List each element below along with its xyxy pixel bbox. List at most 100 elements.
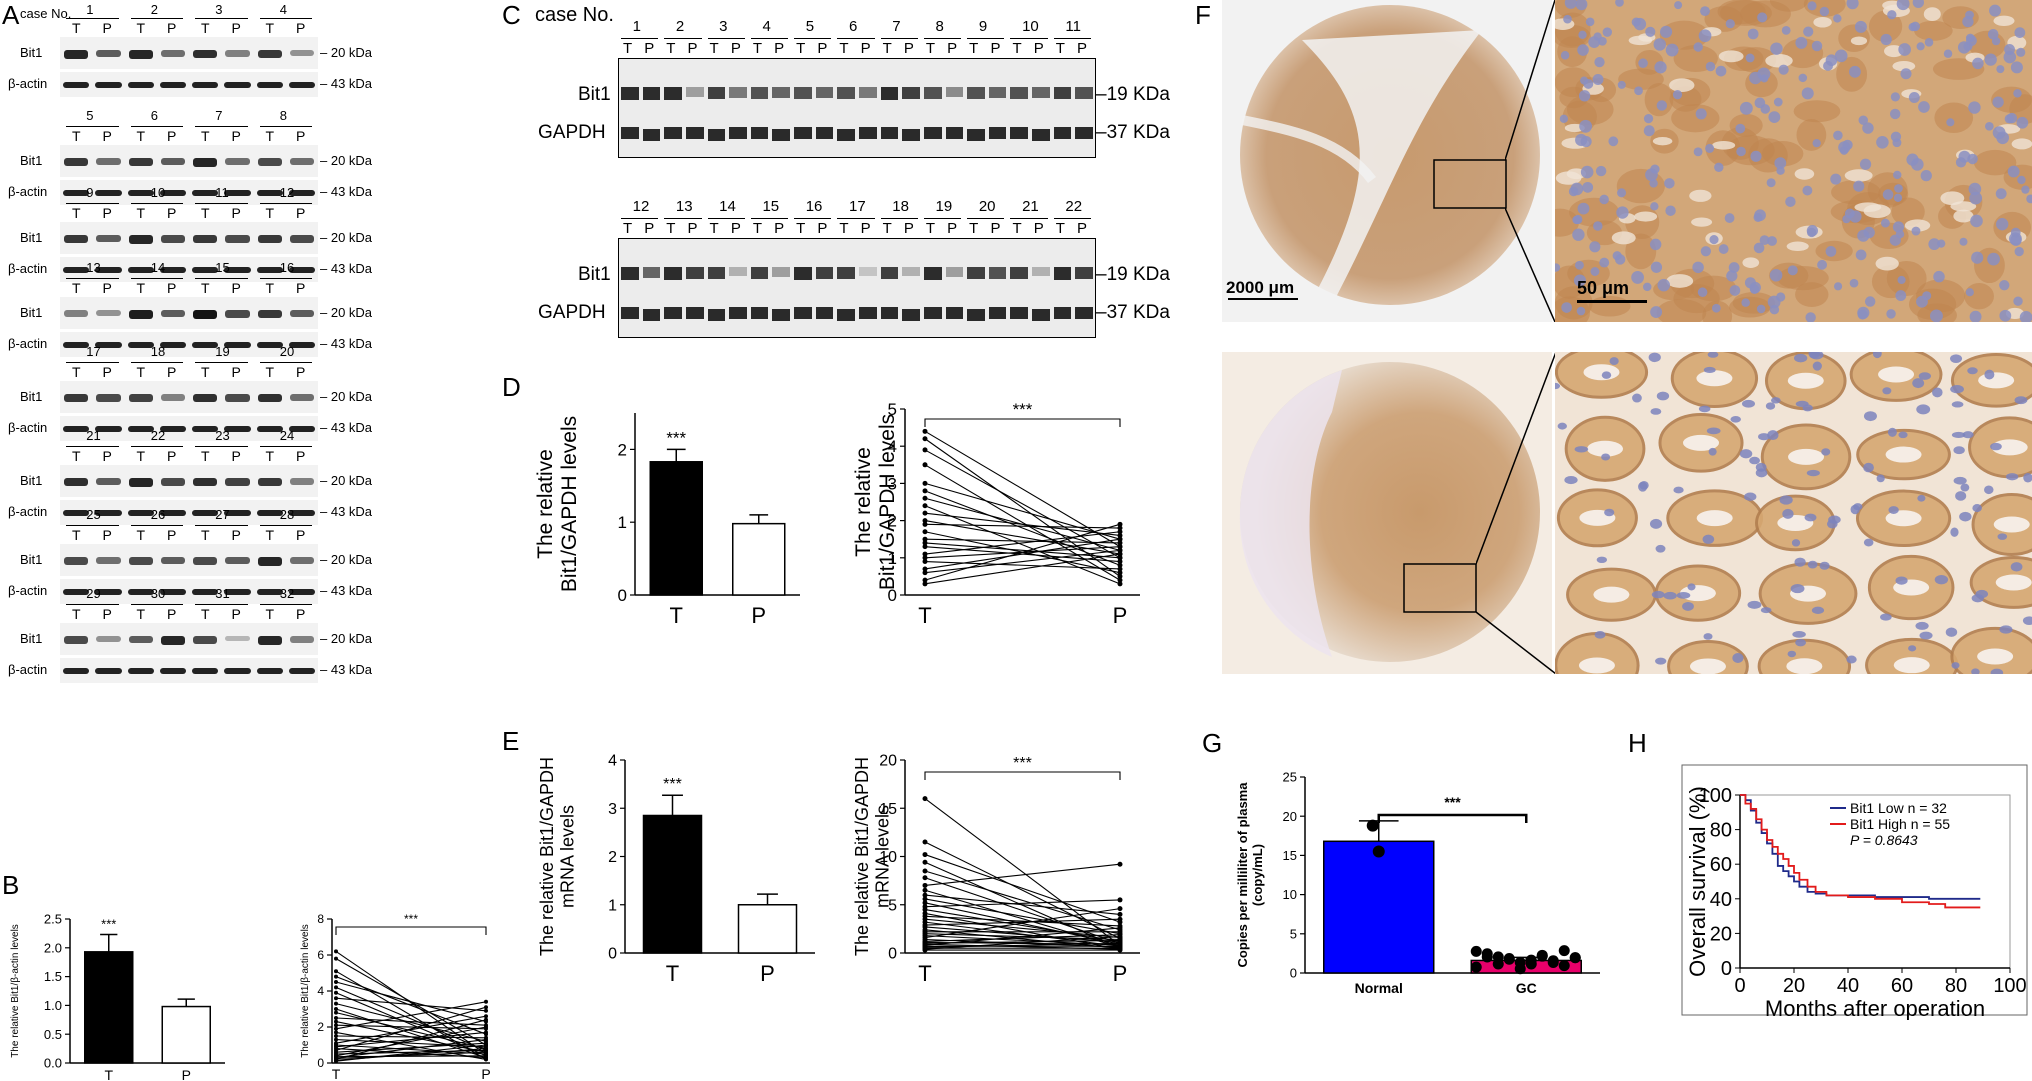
- bit1-band: [794, 267, 812, 280]
- panel-label-f: F: [1195, 0, 1211, 30]
- bit1-band: [128, 235, 153, 244]
- bit1-band: [96, 557, 121, 564]
- y-tick-label: 2: [317, 1020, 324, 1034]
- nucleus: [1999, 280, 2010, 291]
- nucleus: [1849, 65, 1861, 78]
- nucleus: [1769, 304, 1780, 315]
- bar: [1323, 840, 1435, 974]
- actin-band: [288, 81, 315, 88]
- y-tick-label: 0: [888, 946, 897, 963]
- bit1-band: [160, 478, 185, 486]
- actin-kda-label: – 43 kDa: [320, 420, 373, 435]
- nucleus: [1650, 306, 1663, 319]
- nucleus: [1577, 202, 1590, 215]
- point-p: [1117, 547, 1123, 553]
- gc-point: [1569, 952, 1581, 964]
- pair-line: [924, 553, 1121, 585]
- y-tick-label: 4: [317, 984, 324, 998]
- lane-label-p: P: [947, 40, 958, 57]
- nucleus: [1880, 218, 1890, 228]
- gapdh-band: [837, 129, 855, 141]
- stroma: [1875, 256, 1899, 271]
- gland-lumen: [1995, 574, 2032, 591]
- cell-cluster: [1625, 233, 1657, 270]
- bit1-kda-label: – 20 kDa: [320, 45, 373, 60]
- bar: [642, 814, 703, 954]
- nucleus: [1819, 6, 1830, 17]
- gapdh-band: [815, 307, 834, 319]
- gapdh-band: [664, 127, 682, 139]
- point-t: [334, 1023, 338, 1028]
- point-p: [1117, 861, 1123, 867]
- bit1-band: [902, 267, 920, 276]
- case-underline: [1053, 218, 1091, 219]
- lane-label-p: P: [296, 20, 306, 36]
- y-tick-label: 2: [888, 512, 897, 531]
- bit1-band: [664, 87, 682, 100]
- nucleus: [1575, 260, 1584, 270]
- actin-kda-label: – 43 kDa: [320, 336, 373, 351]
- gapdh-row-label: GAPDH: [538, 122, 606, 143]
- actin-kda-label: – 43 kDa: [320, 662, 373, 677]
- point-p: [484, 1030, 488, 1035]
- nucleus: [1990, 668, 2004, 674]
- actin-band: [288, 189, 315, 196]
- actin-band: [224, 588, 251, 595]
- nucleus: [1893, 193, 1903, 202]
- point-t: [922, 947, 928, 953]
- case-number: 14: [150, 260, 166, 275]
- y-axis-label: The relative Bit1/GAPDHmRNA levels: [852, 757, 893, 956]
- point-t: [334, 949, 338, 954]
- actin-blot-strip: [60, 416, 318, 441]
- nucleus: [1718, 244, 1729, 254]
- nucleus: [1863, 538, 1874, 547]
- tissue-core-top-container: 2000 μm: [1222, 0, 1552, 322]
- nucleus: [1912, 378, 1925, 389]
- lane-label-p: P: [231, 280, 241, 296]
- nucleus: [1730, 415, 1741, 423]
- case-underline: [750, 218, 789, 219]
- actin-band: [63, 425, 90, 432]
- gapdh-band: [880, 127, 899, 139]
- actin-band: [63, 81, 90, 88]
- bit1-band: [96, 478, 121, 486]
- stroma: [1923, 7, 1941, 22]
- nucleus: [2022, 616, 2032, 626]
- gapdh-band: [988, 307, 1007, 319]
- cell-cluster: [1793, 100, 1841, 123]
- nucleus: [1834, 49, 1848, 63]
- point-t: [922, 503, 928, 509]
- nucleus: [1844, 208, 1855, 219]
- bit1-band: [621, 267, 639, 280]
- actin-band: [256, 667, 283, 674]
- nucleus: [1657, 278, 1671, 292]
- case-underline: [66, 18, 119, 19]
- nucleus: [1908, 645, 1917, 652]
- nucleus: [1590, 267, 1600, 276]
- bit1-band: [193, 158, 218, 167]
- lane-label-t: T: [265, 128, 275, 144]
- case-underline: [1053, 38, 1091, 39]
- nucleus: [1999, 625, 2013, 634]
- nucleus: [1997, 533, 2008, 540]
- gapdh-band: [729, 127, 747, 139]
- nucleus: [2003, 50, 2017, 64]
- nucleus: [1920, 169, 1932, 182]
- nucleus: [1747, 600, 1762, 609]
- lane-label-p: P: [296, 280, 306, 296]
- scale-label-high: 50 μm: [1577, 278, 1629, 298]
- point-p: [1117, 540, 1123, 546]
- gapdh-band: [945, 127, 964, 139]
- nucleus: [1987, 252, 2000, 266]
- gapdh-band: [621, 127, 639, 139]
- nucleus: [1889, 108, 1901, 120]
- y-tick-label: 80: [1710, 820, 1732, 842]
- gapdh-band: [772, 309, 791, 321]
- point-t: [334, 1016, 338, 1020]
- actin-band: [256, 341, 283, 348]
- category-label: T: [332, 1066, 341, 1081]
- nucleus: [1555, 382, 1561, 390]
- lane-label-p: P: [903, 220, 914, 237]
- case-number: 3: [719, 18, 728, 35]
- actin-band: [159, 667, 186, 674]
